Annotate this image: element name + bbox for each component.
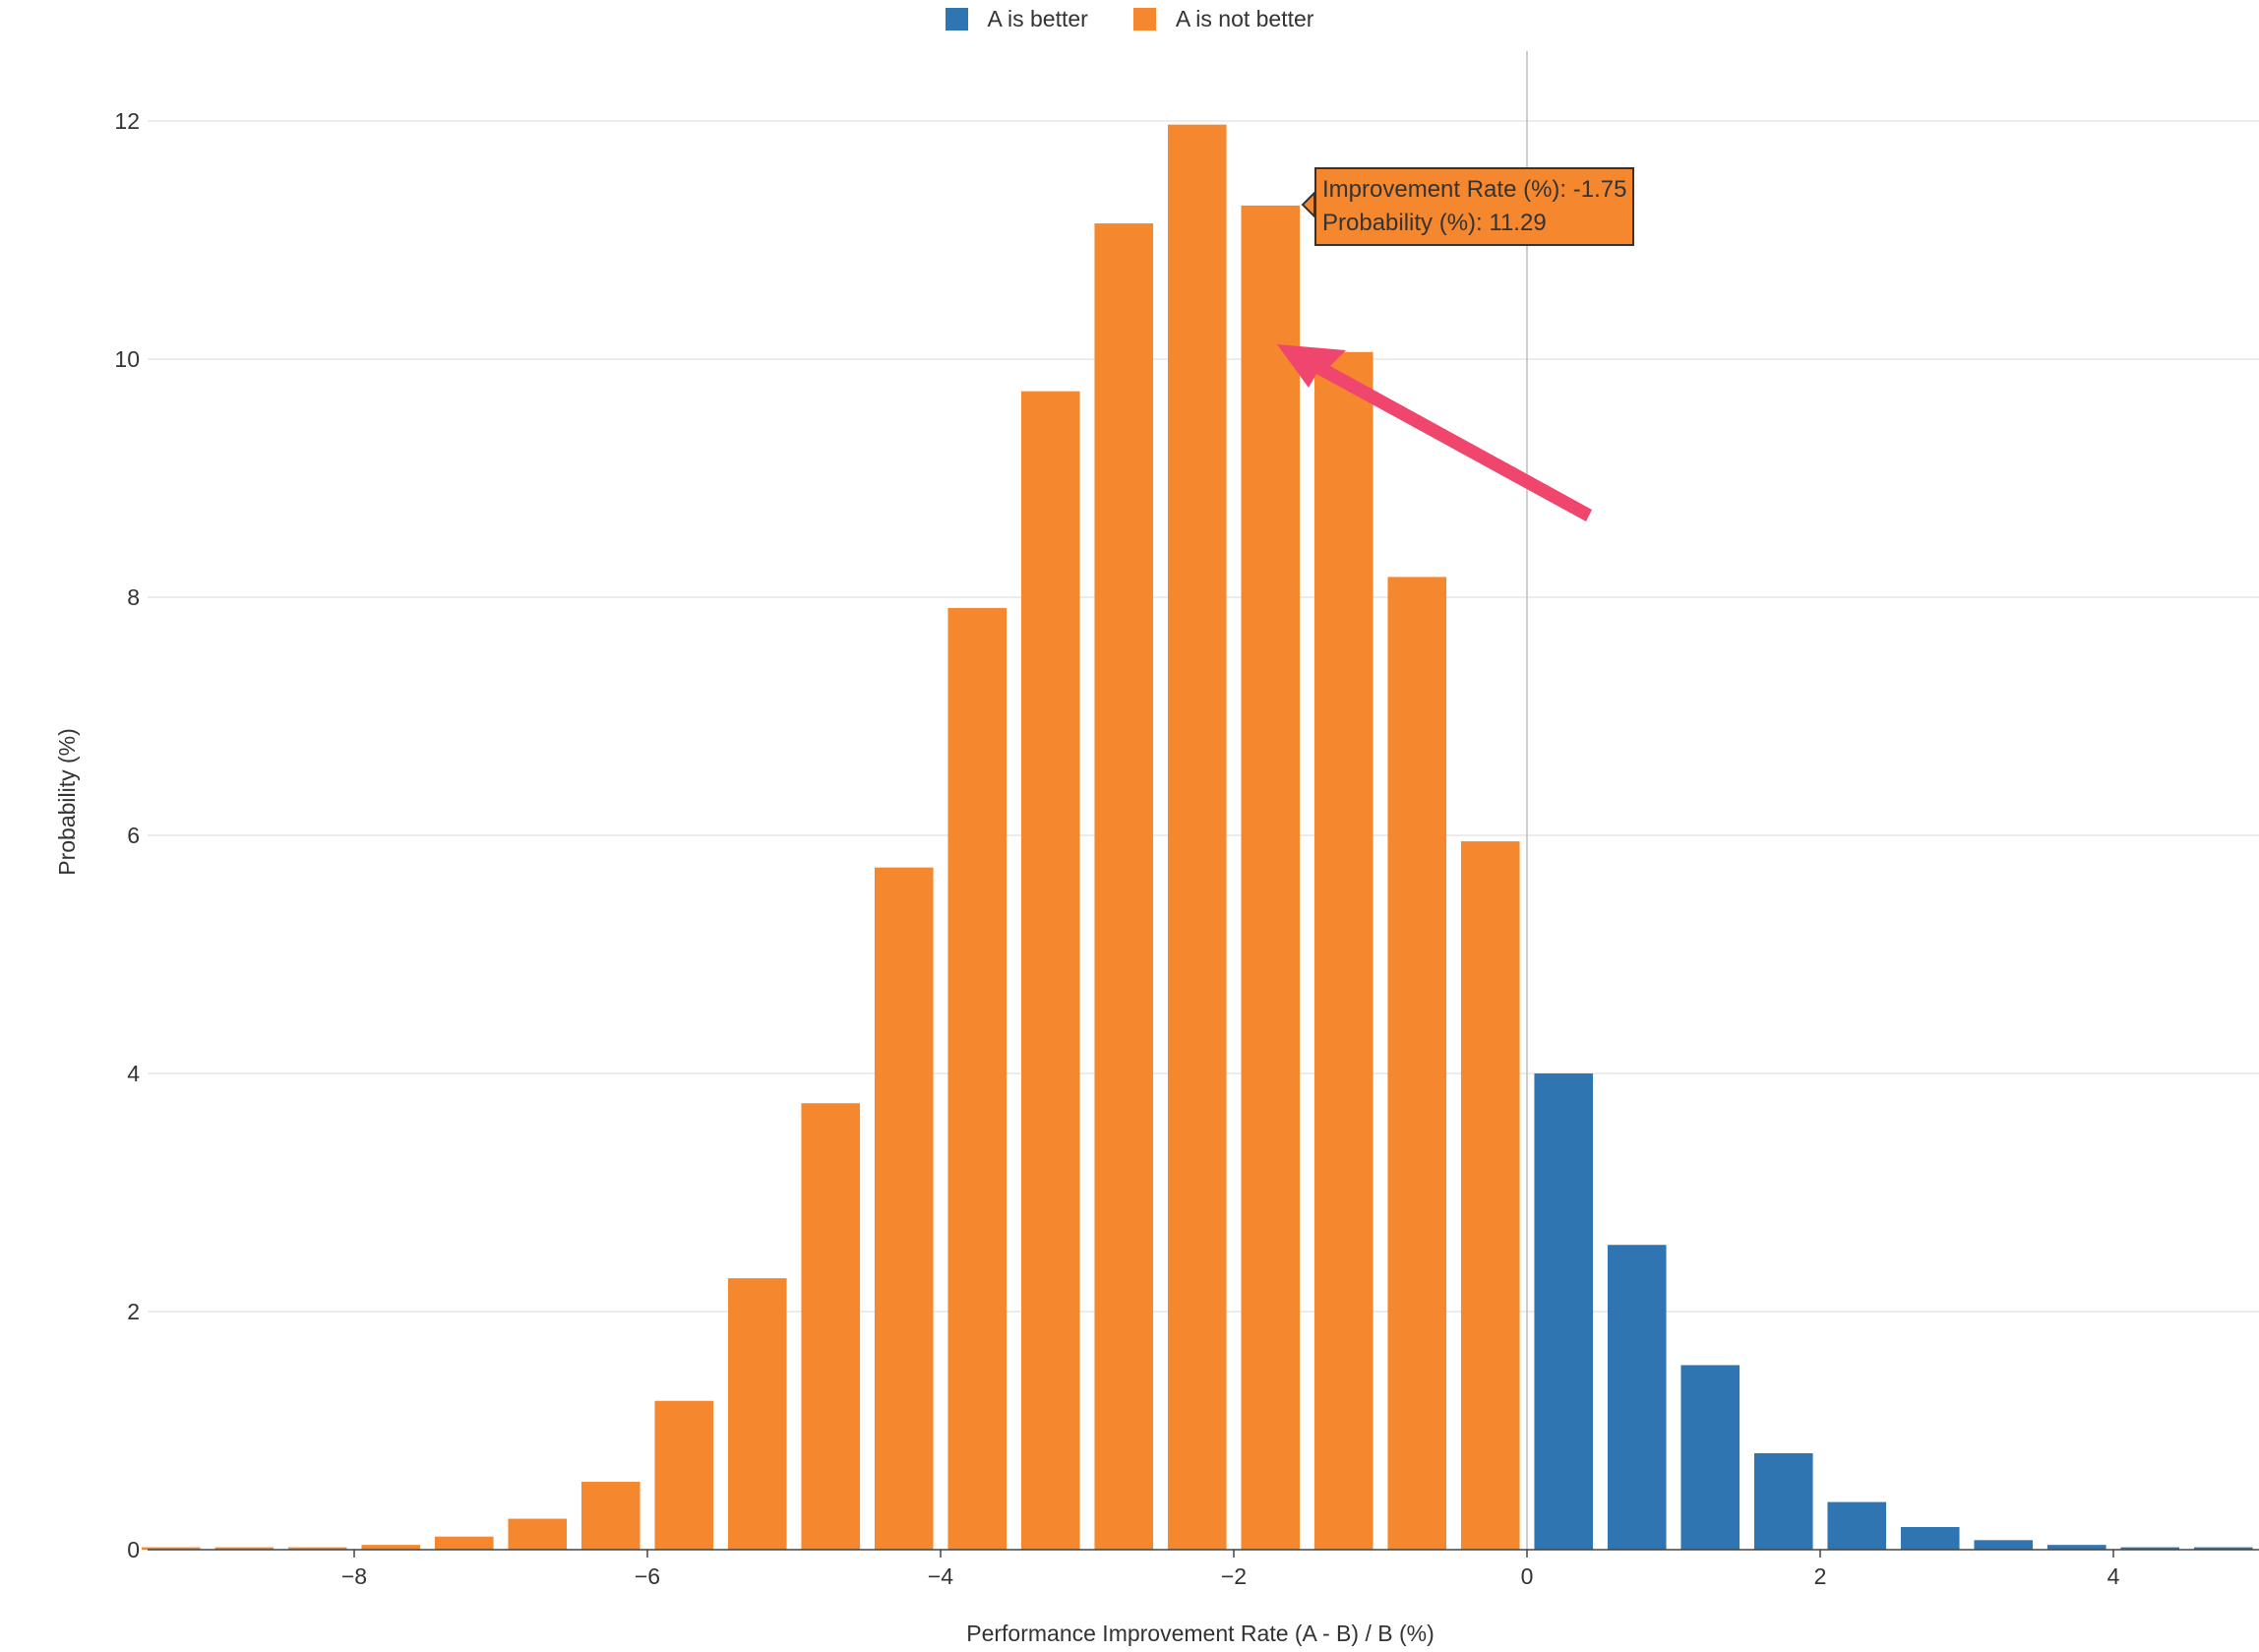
tooltip-improvement-rate: Improvement Rate (%): -1.75 — [1322, 176, 1627, 203]
axes: 0 2 4 6 8 10 12 −8 −6 −4 −2 0 2 4 Performance Improvem… — [54, 51, 2259, 1646]
hover-tooltip: Improvement Rate (%): -1.75 Probability … — [1314, 167, 1635, 246]
annotation-arrow — [1277, 344, 1592, 521]
y-tick-label-10: 10 — [114, 346, 140, 372]
legend: A is better A is not better — [0, 6, 2259, 32]
y-tick-label-4: 4 — [127, 1061, 140, 1086]
x-tick-label-0: 0 — [1521, 1563, 1534, 1589]
x-tick-label-4: 4 — [2107, 1563, 2120, 1589]
y-tick-label-6: 6 — [127, 823, 140, 848]
bar[interactable] — [1094, 223, 1154, 1550]
bar[interactable] — [874, 867, 934, 1550]
x-tick-label-2: 2 — [1814, 1563, 1827, 1589]
x-tick-label--8: −8 — [341, 1563, 367, 1589]
bar[interactable] — [2193, 1547, 2253, 1550]
x-tick-label--4: −4 — [928, 1563, 953, 1589]
bar[interactable] — [1313, 351, 1374, 1550]
bar[interactable] — [1460, 841, 1520, 1550]
bar[interactable] — [287, 1547, 347, 1550]
bar[interactable] — [1680, 1365, 1740, 1550]
x-tick-label--6: −6 — [635, 1563, 660, 1589]
x-tick-label--2: −2 — [1221, 1563, 1247, 1589]
bar[interactable] — [214, 1547, 275, 1550]
x-axis-title: Performance Improvement Rate (A - B) / B… — [966, 1621, 1434, 1646]
bar[interactable] — [1900, 1527, 1960, 1550]
y-tick-label-12: 12 — [114, 108, 140, 134]
legend-swatch-a-is-not-better — [1132, 8, 1156, 31]
bar[interactable] — [141, 1547, 201, 1550]
bar[interactable] — [1607, 1245, 1667, 1550]
bar[interactable] — [727, 1278, 787, 1550]
bars — [141, 124, 2253, 1550]
y-tick-label-8: 8 — [127, 584, 140, 610]
bar[interactable] — [434, 1536, 494, 1550]
bar[interactable] — [801, 1103, 861, 1550]
legend-swatch-a-is-better — [945, 8, 968, 31]
bar[interactable] — [1827, 1501, 1887, 1550]
bar[interactable] — [1020, 391, 1080, 1550]
tooltip-probability: Probability (%): 11.29 — [1322, 210, 1547, 236]
legend-item-a-is-better[interactable]: A is better — [945, 6, 1088, 32]
tooltip-pointer — [1301, 190, 1315, 219]
bar[interactable] — [947, 607, 1007, 1550]
bar[interactable] — [580, 1482, 641, 1550]
legend-item-a-is-not-better[interactable]: A is not better — [1132, 6, 1314, 32]
bar[interactable] — [1241, 205, 1301, 1550]
bar[interactable] — [361, 1545, 421, 1550]
bar[interactable] — [508, 1518, 568, 1550]
y-tick-label-0: 0 — [127, 1537, 140, 1562]
bar[interactable] — [1974, 1540, 2034, 1550]
bar[interactable] — [2120, 1547, 2180, 1550]
y-tick-label-2: 2 — [127, 1299, 140, 1324]
bar[interactable] — [1167, 124, 1227, 1550]
legend-label-a-is-not-better: A is not better — [1175, 6, 1314, 31]
bar[interactable] — [654, 1400, 714, 1550]
bar[interactable] — [1534, 1073, 1594, 1550]
bar[interactable] — [1753, 1452, 1813, 1550]
bar[interactable] — [1387, 577, 1447, 1550]
y-axis-title: Probability (%) — [54, 728, 80, 876]
legend-label-a-is-better: A is better — [987, 6, 1088, 31]
bar[interactable] — [2046, 1545, 2106, 1550]
